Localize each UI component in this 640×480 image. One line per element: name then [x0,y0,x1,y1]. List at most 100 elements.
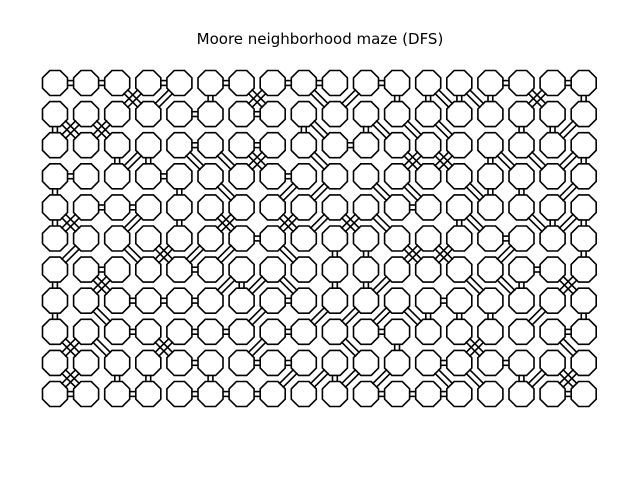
maze-passage-line [188,247,205,264]
maze-cell [135,287,162,315]
maze-passage-line [216,213,233,230]
maze-cell [352,256,380,283]
maze-passage-line [126,88,143,105]
maze-cell [41,349,69,377]
maze-cell [570,131,598,159]
maze-passage-line [60,213,77,230]
maze-passage-line [247,275,264,292]
maze-cell [166,163,193,190]
maze-cell [570,287,598,315]
maze-passage-line [530,372,547,389]
maze-passage-line [64,341,81,358]
maze-passage-line [437,247,454,264]
maze-cell [321,349,349,377]
maze-passage-line [278,216,295,233]
maze-cell [508,225,535,252]
maze-passage-line [309,92,326,109]
maze-cell [290,100,318,128]
maze-cell [570,225,598,252]
maze-passage-line [219,213,236,230]
maze-passage-line [468,341,485,358]
maze-cell [197,69,224,97]
maze-cell [539,131,566,159]
maze-cell [445,163,473,190]
maze-cell [539,194,566,221]
maze-cell [72,287,100,315]
maze-cell [508,287,535,315]
maze-passage-line [437,244,454,261]
maze-passage-line [496,154,513,171]
maze-passage-line [278,279,295,295]
maze-cell [570,256,598,283]
maze-passage-line [558,151,575,167]
maze-cell [166,349,193,377]
maze-cell [41,287,69,315]
maze-passage-line [530,88,547,105]
maze-cell [72,131,100,159]
maze-cell [259,380,287,408]
maze-cell [72,69,100,97]
maze-cell [321,131,349,159]
maze-cell [445,194,473,221]
maze-passage-line [530,213,547,230]
maze-cell [197,256,224,283]
maze-cell [290,225,318,252]
maze-cell [414,256,442,283]
maze-cell [352,131,380,159]
maze-cell [383,380,411,408]
maze-passage-line [558,279,575,295]
maze-cell [321,225,349,252]
maze-cell [197,163,224,190]
maze-cell [103,380,131,408]
maze-passage-line [64,123,81,140]
maze-cell [477,349,504,377]
maze-cell [166,287,193,315]
maze-passage-line [64,119,81,136]
maze-cell [259,349,287,377]
maze-passage-line [247,92,264,109]
maze-cell [445,100,473,128]
maze-passage-line [188,151,205,167]
maze-passage-line [247,151,264,167]
maze-passage-line [402,244,419,261]
maze-passage-line [371,185,388,202]
maze-cell [570,69,598,97]
maze-passage-line [402,185,419,202]
maze-cell [166,69,193,97]
maze-passage-line [406,182,423,198]
maze-cell [103,318,131,346]
maze-cell [135,69,162,97]
maze-passage-line [344,372,361,389]
maze-passage-line [375,310,392,326]
maze-passage-line [251,92,267,109]
maze-passage-line [406,247,423,264]
maze-cell [477,287,504,315]
maze-passage-line [499,247,516,264]
maze-cell [321,69,349,97]
maze-cell [197,225,224,252]
maze-passage-line [154,341,170,358]
maze-passage-line [278,213,295,230]
maze-cell [166,194,193,221]
maze-cell [445,287,473,315]
maze-cell [352,194,380,221]
maze-cell [228,100,255,128]
maze-passage-line [558,275,575,292]
maze-passage-line [123,88,139,105]
maze-passage-line [375,279,392,295]
maze-passage-line [219,182,236,198]
maze-cell [508,69,535,97]
maze-passage-line [371,216,388,233]
maze-passage-line [402,154,419,171]
maze-passage-line [406,151,423,167]
maze-passage-line [527,368,544,385]
maze-cell [228,318,255,346]
maze-passage-line [340,216,357,233]
maze-passage-line [371,368,388,385]
maze-passage-line [219,151,236,167]
maze-passage-line [434,372,450,389]
maze-cell [570,194,598,221]
maze-passage-line [434,247,450,264]
maze-passage-line [282,213,298,230]
maze-cell [135,194,162,221]
